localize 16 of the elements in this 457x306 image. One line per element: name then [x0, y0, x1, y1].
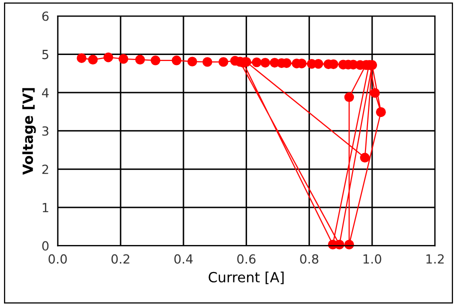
x-tick-label: 1.0 [364, 254, 382, 264]
x-tick-label: 1.2 [426, 254, 444, 264]
x-tick-label: 0.2 [111, 254, 130, 264]
y-tick-label: 1 [42, 203, 48, 212]
x-tick-label: 0.8 [300, 254, 318, 264]
y-tick-label: 3 [42, 126, 48, 136]
y-tick-label: 5 [42, 50, 48, 60]
x-tick-label: 0.6 [237, 254, 256, 264]
y-tick-label: 2 [42, 164, 48, 174]
y-tick-label: 6 [42, 11, 49, 21]
x-axis-title: Current [A] [208, 272, 284, 284]
x-tick-label: 0.0 [48, 254, 67, 264]
y-tick-label: 0 [42, 241, 49, 251]
y-axis-title: Voltage [V] [22, 88, 36, 175]
y-tick-label: 4 [42, 88, 49, 98]
x-tick-label: 0.4 [174, 254, 193, 264]
